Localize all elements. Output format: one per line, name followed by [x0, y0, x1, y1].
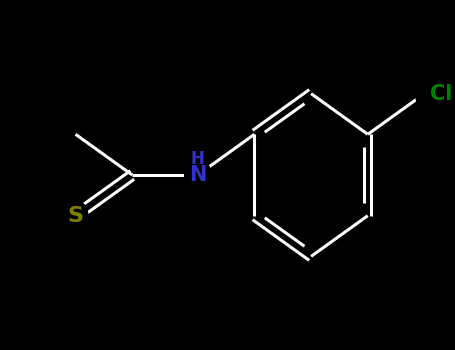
Text: Cl: Cl [430, 84, 452, 104]
Circle shape [185, 159, 211, 191]
Text: H: H [191, 150, 205, 168]
Text: S: S [68, 206, 84, 226]
Circle shape [416, 72, 450, 115]
Text: N: N [189, 165, 207, 185]
Circle shape [63, 201, 88, 231]
